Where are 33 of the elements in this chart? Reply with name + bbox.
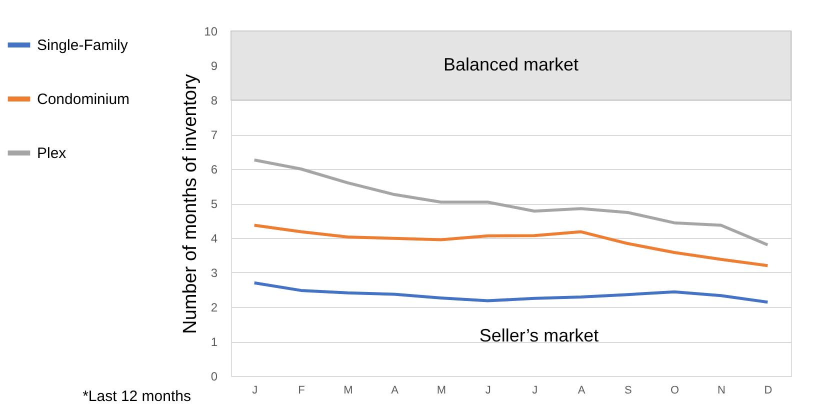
x-tick-label: O: [670, 384, 680, 396]
y-tick-label: 7: [210, 128, 218, 142]
line-series: [252, 158, 770, 246]
y-tick-label: 6: [210, 162, 218, 176]
x-tick-label: N: [718, 384, 726, 396]
x-tick-label: J: [532, 384, 538, 396]
y-tick-label: 4: [210, 232, 218, 246]
y-tick-label: 3: [210, 266, 218, 280]
x-tick-label: A: [578, 384, 586, 396]
y-tick-label: 2: [210, 300, 218, 314]
y-tick-label: 5: [210, 197, 218, 211]
y-tick-label: 1: [210, 335, 218, 349]
legend-label: Condominium: [37, 91, 130, 108]
text: *Last 12 months: [82, 388, 191, 405]
x-tick-label: M: [344, 384, 353, 396]
x-tick-label: S: [624, 384, 632, 396]
y-tick-label: 9: [210, 59, 218, 73]
band-label: Balanced market: [443, 54, 579, 74]
line-series: [252, 224, 770, 268]
x-tick-label: D: [764, 384, 772, 396]
x-tick-label: M: [436, 384, 446, 396]
annotation: Seller’s market: [479, 325, 599, 346]
x-tick-label: A: [391, 384, 400, 396]
x-tick-label: J: [485, 384, 491, 396]
x-tick-label: F: [298, 384, 306, 396]
line-series: [252, 281, 770, 304]
y-tick-label: 10: [204, 24, 218, 38]
x-tick-label: J: [252, 384, 258, 396]
y-tick-label: 0: [210, 370, 218, 384]
legend-label: Single-Family: [37, 37, 128, 54]
legend-label: Plex: [37, 145, 67, 162]
y-tick-label: 8: [210, 94, 218, 108]
y-axis-title: Number of months of inventory: [180, 74, 202, 334]
